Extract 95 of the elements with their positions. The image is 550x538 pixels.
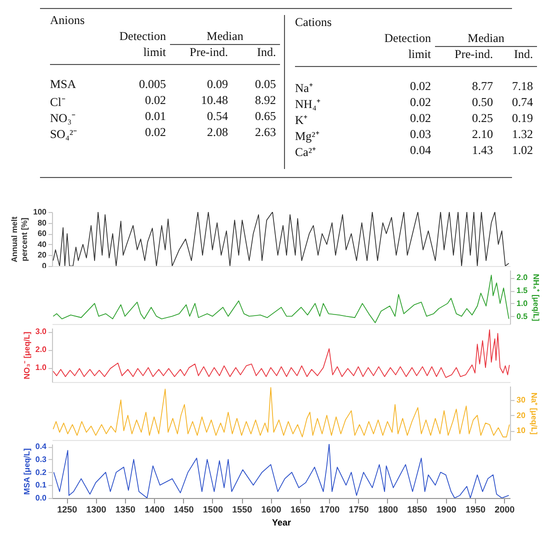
x-tick-label: 1500 bbox=[202, 504, 223, 514]
text: 8.77 bbox=[471, 79, 494, 95]
x-tick-label: 1850 bbox=[407, 504, 428, 514]
text: 0.50 bbox=[471, 95, 494, 111]
text: 0.04 bbox=[409, 143, 432, 159]
y2-tick-label: 1.5 bbox=[516, 286, 528, 296]
text: 0.65 bbox=[254, 109, 277, 125]
text: 1.43 bbox=[471, 143, 494, 159]
y2-tick-label: 30 bbox=[516, 395, 526, 404]
y-tick-label: 0.2 bbox=[35, 468, 48, 477]
text: K⁺ bbox=[295, 112, 309, 127]
text: limit bbox=[142, 45, 167, 61]
y-tick-label: 80 bbox=[38, 218, 48, 228]
x-tick-label: 1400 bbox=[144, 504, 165, 514]
text: 0.02 bbox=[409, 79, 432, 95]
text: 10.48 bbox=[200, 93, 229, 109]
text: 0.02 bbox=[144, 125, 167, 141]
text: 2.10 bbox=[471, 127, 494, 143]
x-tick-label: 1350 bbox=[115, 504, 136, 514]
text: limit bbox=[407, 47, 432, 63]
line-series bbox=[52, 329, 510, 378]
text: Cl⁻ bbox=[50, 94, 66, 109]
text: 2.08 bbox=[206, 125, 229, 141]
text: 2.63 bbox=[254, 125, 277, 141]
text: Ca²⁺ bbox=[295, 144, 317, 159]
y-axis-title: Annual melt percent [%] bbox=[10, 216, 30, 262]
y2-tick-label: 20 bbox=[516, 410, 526, 420]
y-tick-label: 2.0 bbox=[35, 345, 48, 354]
text: 0.005 bbox=[138, 77, 167, 93]
x-axis-title: Year bbox=[272, 518, 292, 528]
text: 1.32 bbox=[511, 127, 534, 143]
text: MSA bbox=[50, 77, 78, 93]
x-tick-label: 1650 bbox=[290, 504, 310, 514]
x-tick-label: 1950 bbox=[465, 504, 486, 514]
y-tick-label: 1.0 bbox=[35, 363, 48, 372]
line-series bbox=[53, 444, 510, 498]
y-axis-title: NO₃⁻ [μeq/L] bbox=[22, 331, 32, 380]
line-series bbox=[52, 274, 510, 324]
y-tick-label: 60 bbox=[38, 229, 48, 238]
text: Ind. bbox=[513, 47, 534, 63]
y-tick-label: 0.3 bbox=[35, 454, 48, 464]
text: 0.05 bbox=[254, 77, 277, 93]
text: 0.02 bbox=[409, 111, 432, 127]
x-tick-label: 1700 bbox=[320, 504, 340, 514]
text: Detection bbox=[383, 31, 432, 47]
x-tick-label: 1250 bbox=[57, 504, 78, 514]
text: Cations bbox=[295, 15, 333, 31]
y2-tick-label: 1.0 bbox=[516, 298, 528, 308]
text: Na⁺ bbox=[295, 80, 314, 95]
y-tick-label: 0.4 bbox=[35, 442, 48, 452]
y2-tick-label: 0.5 bbox=[516, 312, 528, 321]
text: 0.01 bbox=[144, 109, 167, 125]
text: Pre-ind. bbox=[188, 45, 229, 61]
y-tick-label: 100 bbox=[33, 208, 48, 216]
text: 0.02 bbox=[144, 93, 167, 109]
x-tick-label: 2000 bbox=[494, 504, 515, 514]
text: 0.03 bbox=[409, 127, 432, 143]
text: Pre-ind. bbox=[454, 47, 494, 63]
y-axis-title: MSA [μeq/L] bbox=[22, 448, 32, 495]
y-tick-label: 0.1 bbox=[35, 480, 48, 490]
text: 0.09 bbox=[206, 77, 229, 93]
text: NO₃⁻ bbox=[50, 110, 77, 125]
y-tick-label: 40 bbox=[38, 240, 48, 249]
text: Anions bbox=[50, 13, 86, 29]
text: Detection bbox=[118, 29, 167, 45]
x-tick-label: 1300 bbox=[86, 504, 106, 514]
text: 0.25 bbox=[471, 111, 494, 127]
text: 8.92 bbox=[254, 93, 277, 109]
text: NH₄⁺ bbox=[295, 96, 322, 111]
text: 0.54 bbox=[206, 109, 229, 125]
y-tick-label: 20 bbox=[38, 250, 48, 260]
y2-axis-title: NH₄⁺ [μeq/L] bbox=[532, 274, 541, 322]
text: Median bbox=[435, 31, 537, 47]
line-series bbox=[52, 387, 510, 438]
y-tick-label: 0.0 bbox=[35, 494, 48, 502]
x-tick-label: 1750 bbox=[348, 504, 369, 514]
y-tick-label: 3.0 bbox=[35, 327, 48, 336]
x-tick-label: 1800 bbox=[378, 504, 398, 514]
text: Median bbox=[170, 29, 280, 45]
y2-tick-label: 2.0 bbox=[516, 273, 528, 282]
text: Mg²⁺ bbox=[295, 128, 320, 143]
text: 0.19 bbox=[511, 111, 534, 127]
y2-axis-title: Na⁺ [μeq/L] bbox=[529, 392, 538, 435]
line-series bbox=[52, 212, 510, 266]
x-tick-label: 1450 bbox=[174, 504, 194, 514]
x-tick-label: 1550 bbox=[232, 504, 252, 514]
text: 7.18 bbox=[511, 79, 534, 95]
text: Ind. bbox=[256, 45, 277, 61]
x-tick-label: 1900 bbox=[436, 504, 456, 514]
text: 0.02 bbox=[409, 95, 432, 111]
x-tick-label: 1600 bbox=[261, 504, 282, 514]
text: 1.02 bbox=[511, 143, 534, 159]
text: 0.74 bbox=[511, 95, 534, 111]
text: SO₄²⁻ bbox=[50, 126, 78, 141]
y2-tick-label: 10 bbox=[516, 426, 526, 436]
